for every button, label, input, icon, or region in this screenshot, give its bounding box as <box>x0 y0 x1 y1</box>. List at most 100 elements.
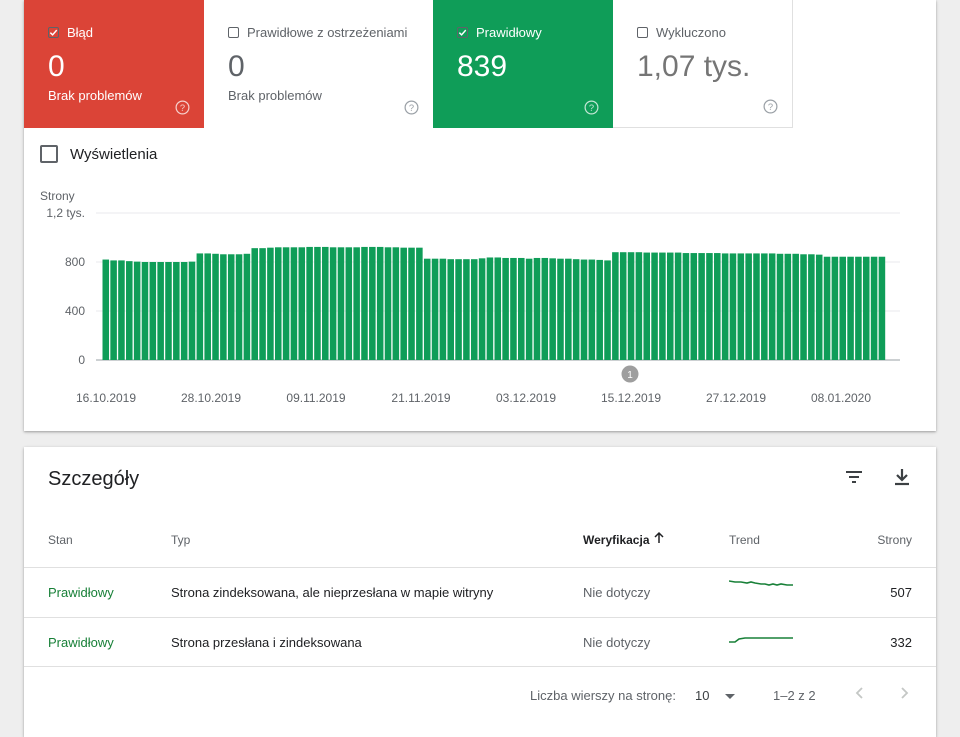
x-tick-label: 08.01.2020 <box>811 391 871 405</box>
chart-bar <box>761 253 768 360</box>
warnings-label: Prawidłowe z ostrzeżeniami <box>247 24 408 40</box>
chart-bar <box>369 246 376 360</box>
warnings-count: 0 <box>228 50 245 83</box>
download-icon[interactable] <box>890 465 914 489</box>
chart-bar <box>149 262 157 360</box>
column-header-typ[interactable]: Typ <box>171 533 191 547</box>
chart-bar <box>714 253 721 360</box>
chart-bar <box>541 257 549 360</box>
chart-bar <box>141 262 149 360</box>
chart-bar <box>408 247 415 360</box>
help-icon[interactable]: ? <box>175 100 190 115</box>
svg-text:?: ? <box>409 103 414 113</box>
chart-bar <box>627 252 635 360</box>
chart-bar <box>502 257 509 360</box>
next-page-icon[interactable] <box>896 685 912 701</box>
table-row[interactable]: Prawidłowy Strona przesłana i zindeksowa… <box>24 617 936 667</box>
svg-text:?: ? <box>589 103 594 113</box>
chart-bar <box>525 258 533 360</box>
chart-bar <box>643 252 650 360</box>
details-card: Szczegóły Stan Typ Weryfikacja Trend Str… <box>24 447 936 737</box>
column-header-weryfikacja[interactable]: Weryfikacja <box>583 533 650 547</box>
chart-bar <box>353 247 360 360</box>
dropdown-arrow-icon[interactable] <box>724 693 736 701</box>
error-tile[interactable]: Błąd 0 Brak problemów ? <box>24 0 204 128</box>
impressions-toggle[interactable]: Wyświetlenia <box>40 145 157 163</box>
column-header-stan[interactable]: Stan <box>48 533 73 547</box>
excluded-tile[interactable]: Wykluczono 1,07 tys. ? <box>613 0 793 128</box>
chart-bar <box>463 259 470 360</box>
pagination-range: 1–2 z 2 <box>773 688 816 703</box>
column-header-strony[interactable]: Strony <box>877 533 912 547</box>
chart-bar <box>157 262 164 360</box>
y-tick-label: 400 <box>65 304 85 318</box>
warnings-tile-header: Prawidłowe z ostrzeżeniami <box>228 24 433 40</box>
details-title: Szczegóły <box>48 468 140 490</box>
row-status: Prawidłowy <box>48 635 114 650</box>
excluded-count: 1,07 tys. <box>637 50 751 83</box>
help-icon[interactable]: ? <box>404 100 419 115</box>
excluded-tile-header: Wykluczono <box>637 24 792 40</box>
chart-bar <box>753 253 760 360</box>
help-icon[interactable]: ? <box>763 99 778 114</box>
error-checkbox[interactable] <box>48 26 59 38</box>
chart-bar <box>110 260 117 360</box>
chart-bar <box>666 252 674 360</box>
error-subtext: Brak problemów <box>48 88 142 103</box>
excluded-label: Wykluczono <box>656 24 726 40</box>
warnings-tile[interactable]: Prawidłowe z ostrzeżeniami 0 Brak proble… <box>204 0 433 128</box>
chart-bar <box>619 252 627 360</box>
annotation-marker <box>621 365 639 383</box>
excluded-checkbox[interactable] <box>637 26 648 38</box>
chart-bar <box>235 254 243 360</box>
previous-page-icon[interactable] <box>852 685 868 701</box>
x-tick-label: 16.10.2019 <box>76 391 136 405</box>
impressions-label: Wyświetlenia <box>70 145 158 163</box>
error-tile-header: Błąd <box>48 24 204 40</box>
chart-bar <box>729 253 737 360</box>
column-header-trend[interactable]: Trend <box>729 533 760 547</box>
chart-bar <box>690 253 698 360</box>
pagination-footer: Liczba wierszy na stronę: 10 1–2 z 2 <box>24 666 936 727</box>
help-icon[interactable]: ? <box>584 100 599 115</box>
rows-per-page-select[interactable]: 10 <box>695 688 710 703</box>
chart-bar <box>878 256 886 360</box>
chart-bar <box>322 246 329 360</box>
chart-bar <box>659 252 666 360</box>
chart-bar <box>118 260 125 360</box>
impressions-checkbox[interactable] <box>40 145 58 163</box>
chart-bar <box>298 247 306 360</box>
filter-icon[interactable] <box>842 465 866 489</box>
chart-bar <box>800 254 807 360</box>
row-type: Strona zindeksowana, ale nieprzesłana w … <box>171 585 494 600</box>
chart-bar <box>447 259 454 360</box>
table-row[interactable]: Prawidłowy Strona zindeksowana, ale niep… <box>24 567 936 617</box>
chart-bar <box>651 252 658 360</box>
chart-bar <box>831 256 839 360</box>
chart-bar <box>133 261 141 360</box>
chart-bar <box>329 247 337 360</box>
chart-bar <box>808 254 815 360</box>
chart-bar <box>847 256 854 360</box>
chart-bar <box>549 258 556 360</box>
check-icon <box>49 29 58 36</box>
chart-bar <box>784 253 792 360</box>
rows-per-page-label: Liczba wierszy na stronę: <box>530 688 676 703</box>
warnings-checkbox[interactable] <box>228 26 239 38</box>
chart-bar <box>290 247 298 360</box>
chart-bar <box>839 256 846 360</box>
valid-tile[interactable]: Prawidłowy 839 ? <box>433 0 613 128</box>
chart-bar <box>173 262 180 360</box>
sort-ascending-icon[interactable] <box>652 531 666 545</box>
valid-checkbox[interactable] <box>457 26 468 38</box>
trend-sparkline <box>729 637 793 643</box>
error-label: Błąd <box>67 24 94 40</box>
status-overview-card: Błąd 0 Brak problemów ? Prawidłowe z ost… <box>24 0 936 431</box>
chart-bar <box>792 253 799 360</box>
chart-bar <box>768 253 776 360</box>
chart-bar <box>345 247 353 360</box>
chart-bar <box>604 260 611 360</box>
row-type: Strona przesłana i zindeksowana <box>171 635 362 650</box>
chart-bar <box>243 253 251 360</box>
chart-bar <box>259 248 266 360</box>
